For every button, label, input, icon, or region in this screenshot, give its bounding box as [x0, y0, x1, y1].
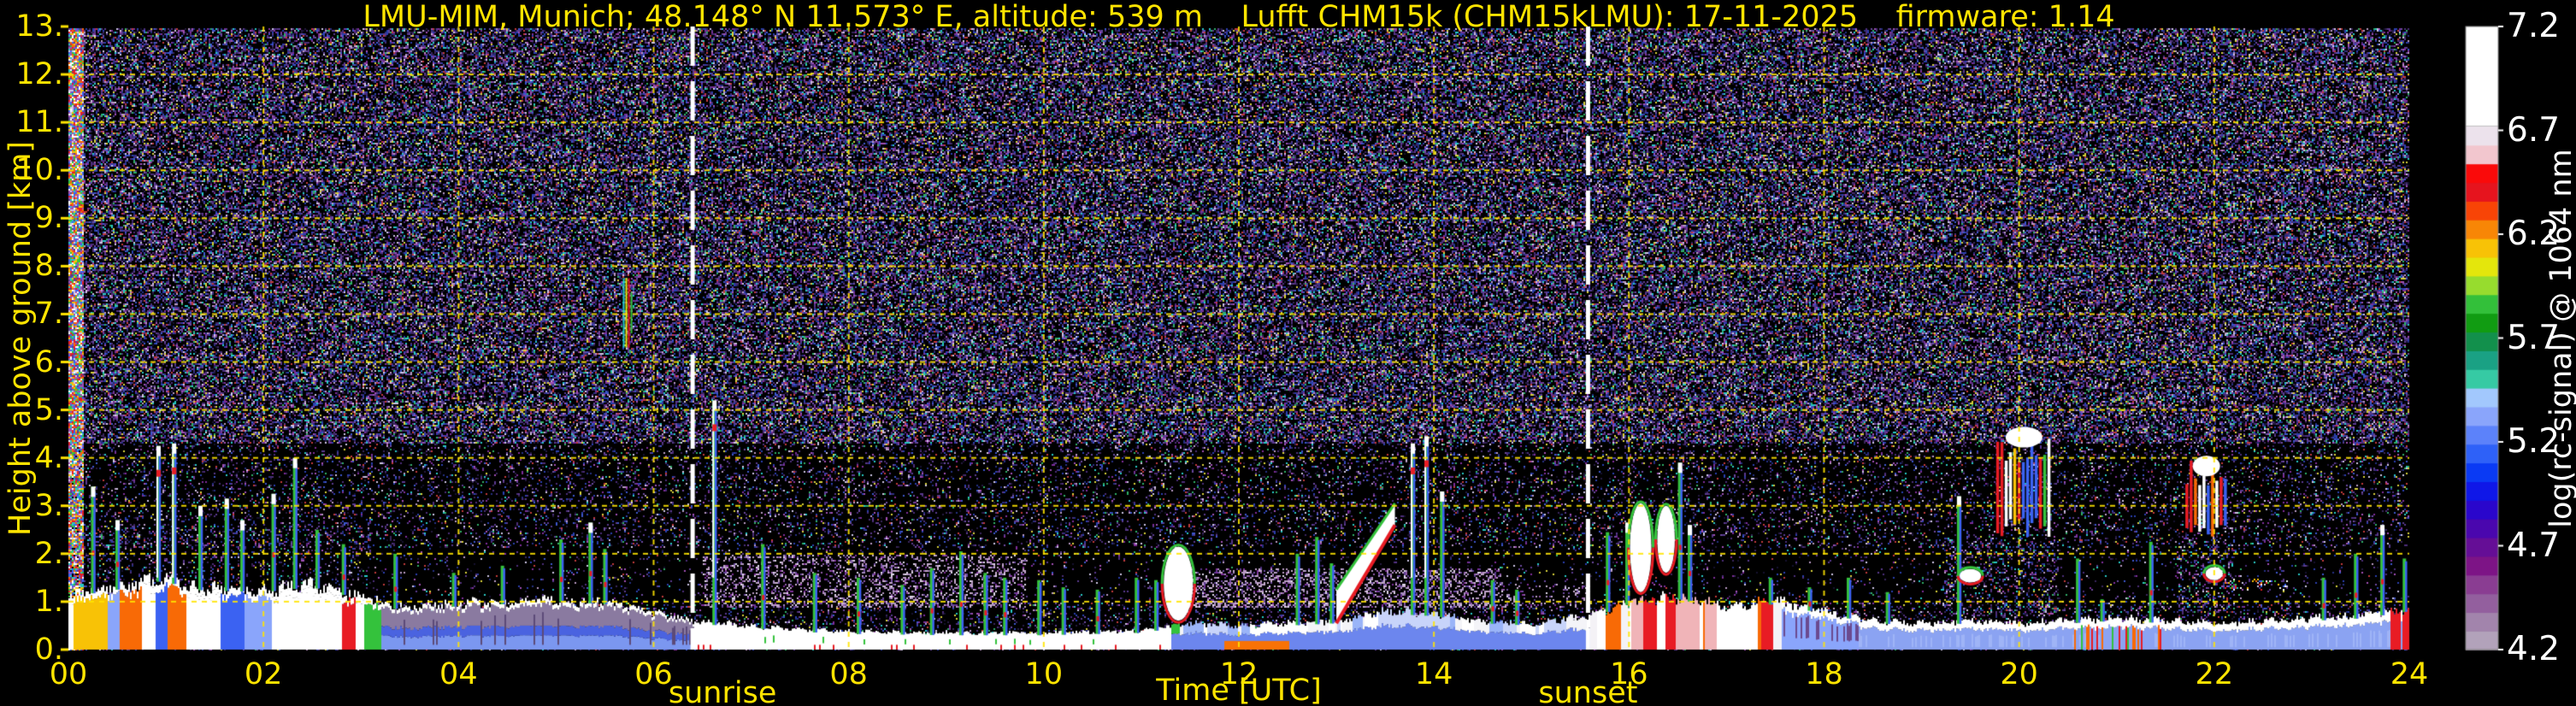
y-tick-label: 4.: [34, 440, 63, 475]
sunrise-label: sunrise: [668, 676, 777, 706]
x-tick-label: 12: [1219, 657, 1259, 691]
y-tick-label: 7.: [34, 297, 63, 332]
chart-title: LMU-MIM, Munich; 48.148° N 11.573° E, al…: [363, 0, 2115, 34]
y-tick-label: 12.: [15, 57, 63, 92]
y-tick-label: 2.: [34, 536, 63, 571]
x-tick-label: 14: [1414, 657, 1453, 691]
y-tick-label: 8.: [34, 249, 63, 284]
y-tick-label: 5.: [34, 392, 63, 427]
x-tick-label: 18: [1805, 657, 1843, 691]
colorbar-tick-label: 5.2: [2507, 422, 2561, 461]
colorbar-tick-label: 5.7: [2507, 318, 2561, 357]
x-tick-label: 24: [2390, 657, 2429, 691]
x-tick-label: 00: [49, 657, 88, 691]
colorbar-tick-label: 7.2: [2507, 7, 2561, 45]
x-tick-label: 16: [1610, 657, 1648, 691]
x-tick-label: 06: [634, 657, 673, 691]
y-tick-label: 13.: [15, 9, 63, 44]
y-tick-label: 9.: [34, 201, 63, 236]
x-tick-label: 08: [829, 657, 868, 691]
y-tick-label: 1.: [34, 584, 63, 619]
y-tick-label: 0.: [34, 632, 63, 667]
x-tick-label: 22: [2195, 657, 2234, 691]
colorbar-tick-label: 6.2: [2507, 215, 2561, 253]
x-tick-label: 04: [439, 657, 478, 691]
colorbar-tick-label: 6.7: [2507, 110, 2561, 150]
x-tick-label: 20: [2000, 657, 2038, 691]
x-axis-title: Time [UTC]: [1156, 674, 1322, 706]
y-tick-label: 11.: [15, 105, 63, 140]
colorbar-tick-label: 4.7: [2507, 526, 2561, 565]
x-tick-label: 02: [244, 657, 283, 691]
colorbar-tick-label: 4.2: [2507, 630, 2561, 668]
x-tick-label: 10: [1024, 657, 1064, 691]
y-tick-label: 6.: [34, 344, 63, 379]
y-tick-label: 3.: [34, 488, 63, 523]
y-tick-label: 10.: [15, 153, 63, 188]
sunset-label: sunset: [1538, 676, 1638, 706]
